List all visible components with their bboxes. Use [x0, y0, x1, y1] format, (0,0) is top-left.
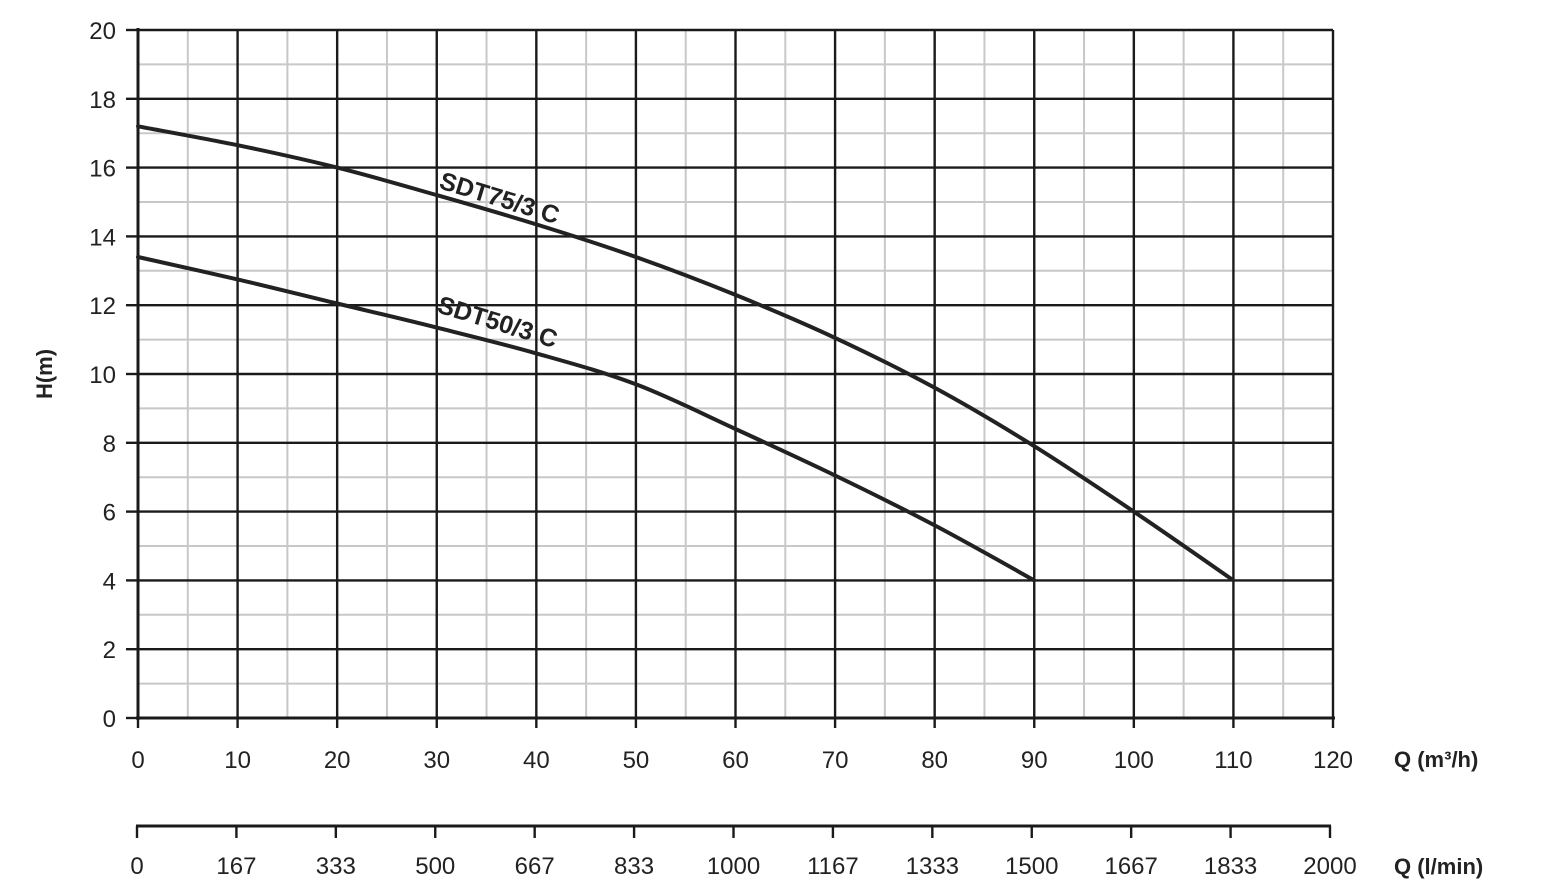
x2-tick-label: 1000	[707, 853, 760, 880]
x2-tick-label: 667	[515, 853, 555, 880]
y-tick-label: 6	[103, 500, 116, 527]
x2-axis-unit-label: Q (l/min)	[1394, 854, 1483, 879]
x2-tick-label: 333	[316, 853, 356, 880]
x2-tick-label: 1667	[1104, 853, 1157, 880]
y-tick-label: 14	[89, 224, 116, 251]
y-tick-label: 4	[103, 568, 116, 595]
x-tick-label: 0	[131, 747, 144, 774]
x-tick-label: 30	[423, 747, 450, 774]
y-tick-label: 8	[103, 431, 116, 458]
series-line-sdt75-3c	[136, 124, 1236, 583]
x-tick-label: 120	[1313, 747, 1353, 774]
x-tick-label: 50	[623, 747, 650, 774]
x2-tick-label: 1167	[807, 853, 859, 880]
x2-tick-label: 1500	[1005, 853, 1058, 880]
x-tick-label: 10	[224, 747, 251, 774]
x-tick-label: 60	[722, 747, 749, 774]
x2-tick-label: 833	[614, 853, 654, 880]
y-tick-label: 12	[89, 293, 116, 320]
x-tick-label: 80	[921, 747, 948, 774]
y-axis-label: H(m)	[32, 349, 57, 399]
series-layer	[136, 124, 1236, 583]
x-tick-label: 70	[822, 747, 849, 774]
x2-tick-label: 1833	[1204, 853, 1257, 880]
x2-tick-label: 167	[216, 853, 256, 880]
y-tick-label: 16	[89, 156, 116, 183]
x2-tick-label: 0	[130, 853, 143, 880]
x2-tick-label: 2000	[1303, 853, 1356, 880]
x-tick-label: 110	[1214, 747, 1252, 774]
y-tick-label: 20	[89, 18, 116, 45]
x2-tick-label: 500	[415, 853, 455, 880]
x-tick-label: 40	[523, 747, 550, 774]
x-tick-label: 100	[1114, 747, 1154, 774]
y-tick-label: 18	[89, 87, 116, 114]
series-line-sdt50-3c	[136, 255, 1037, 583]
x-tick-label: 90	[1021, 747, 1048, 774]
x-axis-unit-label: Q (m³/h)	[1394, 747, 1478, 772]
axes	[126, 28, 1335, 838]
major-grid	[138, 28, 1335, 718]
x2-tick-label: 1333	[906, 853, 959, 880]
y-tick-label: 10	[89, 362, 116, 389]
y-tick-label: 0	[103, 706, 116, 733]
series-label-sdt75-3c: SDT75/3 C	[436, 167, 562, 230]
y-tick-label: 2	[103, 637, 116, 664]
x-tick-label: 20	[324, 747, 351, 774]
